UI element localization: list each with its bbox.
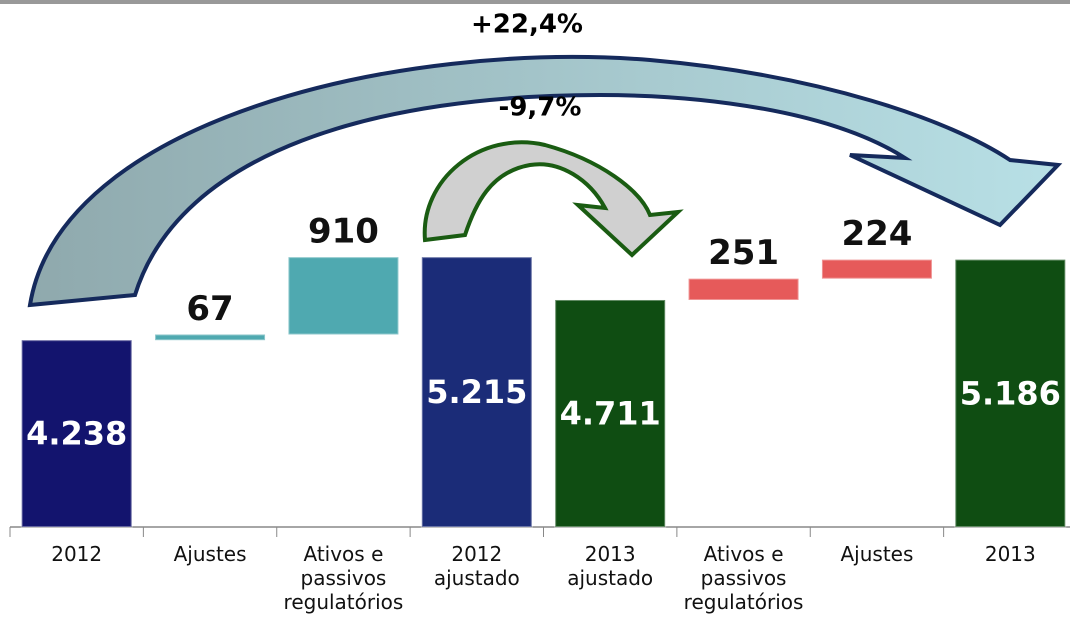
bar [287,256,400,336]
x-tick-label: Ajustes [840,542,914,566]
x-tick-label: 2012 ajustado [433,542,520,590]
bar [687,277,800,301]
drop-arrow [422,140,684,258]
value-label: 5.215 [426,373,527,411]
x-tick-label: 2013 [984,542,1036,566]
x-tick-label: Ativos e passivos regulatórios [283,542,404,614]
value-label: 4.711 [560,394,661,432]
value-label: 251 [708,233,779,273]
bar [154,333,267,342]
value-label: 224 [841,214,912,254]
bar [420,256,533,528]
value-label: 4.238 [26,415,127,453]
value-label: 67 [186,289,233,329]
x-tick-label: Ativos e passivos regulatórios [683,542,804,614]
value-label: 910 [308,212,379,252]
growth-arrow [27,55,1063,308]
bar [820,258,933,280]
bar [954,258,1067,528]
growth-annotation: +22,4% [471,10,583,40]
value-label: 5.186 [960,374,1061,412]
x-tick-label: Ajustes [173,542,247,566]
bar [20,339,133,528]
bar [554,298,667,528]
x-tick-label: 2012 [51,542,103,566]
x-tick-label: 2013 ajustado [567,542,654,590]
drop-annotation: -9,7% [499,93,582,123]
